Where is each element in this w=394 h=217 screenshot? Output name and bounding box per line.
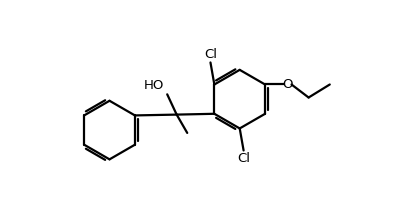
Text: Cl: Cl xyxy=(237,152,250,165)
Text: O: O xyxy=(282,78,293,91)
Text: HO: HO xyxy=(143,79,164,92)
Text: Cl: Cl xyxy=(204,48,217,61)
